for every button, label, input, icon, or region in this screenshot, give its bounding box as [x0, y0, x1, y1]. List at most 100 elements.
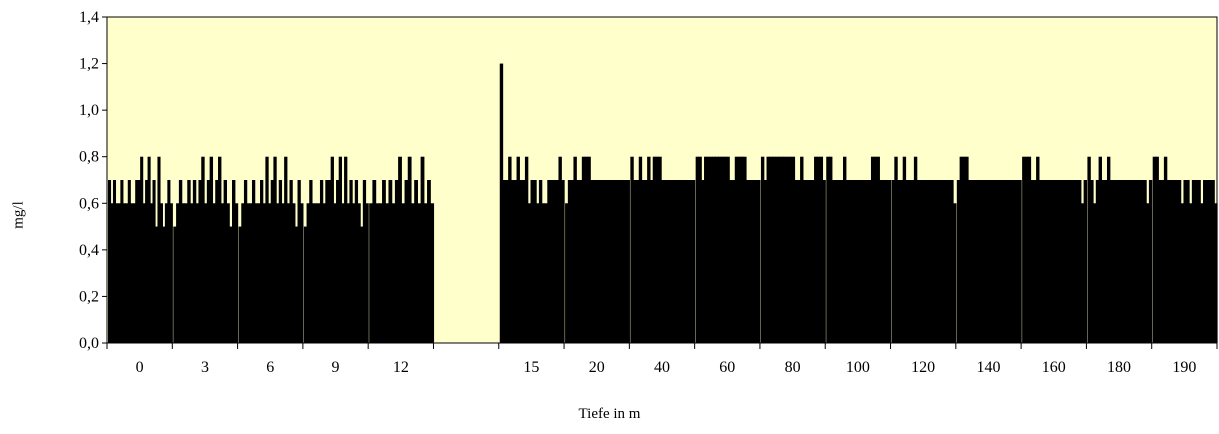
bar — [1093, 203, 1097, 343]
bar — [862, 180, 866, 343]
bar — [579, 180, 583, 343]
bar — [292, 203, 296, 343]
bar — [130, 203, 134, 343]
bar — [223, 180, 228, 343]
x-tick-label: 15 — [523, 359, 539, 376]
bar — [184, 203, 188, 343]
bar — [407, 156, 412, 343]
bar — [1098, 156, 1102, 343]
bar — [797, 180, 801, 343]
bar — [1137, 180, 1142, 343]
bar — [1211, 180, 1215, 343]
bar — [309, 180, 313, 343]
bar — [786, 156, 790, 343]
bar — [680, 180, 685, 343]
bar — [1022, 156, 1026, 343]
bar — [502, 180, 506, 343]
bar — [791, 156, 796, 343]
bar — [1064, 180, 1068, 343]
bar — [1197, 180, 1201, 343]
bar — [897, 180, 901, 343]
bar — [1095, 180, 1100, 343]
bar — [731, 180, 736, 343]
bar — [1041, 180, 1046, 343]
bar — [695, 156, 700, 343]
bar — [1191, 180, 1196, 343]
bar — [837, 180, 841, 343]
y-tick-label: 0,8 — [79, 149, 99, 166]
bar — [941, 180, 946, 343]
bar — [125, 203, 129, 343]
x-tick-label: 190 — [1172, 359, 1196, 376]
bar — [132, 203, 136, 343]
bar — [870, 156, 875, 343]
bar — [538, 180, 543, 343]
bar — [349, 180, 353, 343]
bar — [780, 156, 784, 343]
bar — [159, 203, 163, 343]
bar — [777, 156, 782, 343]
bar — [192, 180, 197, 343]
bar — [246, 203, 250, 343]
x-axis: 0 3 6 9 12 15 20 40 60 80 100 120 140 160 180 190 — [106, 342, 1218, 376]
bar — [587, 156, 591, 343]
bar — [1208, 180, 1213, 343]
bar — [140, 156, 144, 343]
bar — [552, 180, 557, 343]
x-tick-label: 12 — [393, 359, 409, 376]
bar — [187, 180, 191, 343]
bar — [273, 156, 277, 343]
bar — [1112, 180, 1116, 343]
bar — [800, 156, 804, 343]
bar — [294, 226, 299, 343]
bar — [322, 203, 326, 343]
bar — [541, 203, 546, 343]
bar — [663, 180, 668, 343]
bar — [822, 180, 826, 343]
bar — [1055, 180, 1060, 343]
x-tick-label: 140 — [976, 359, 1000, 376]
bar — [354, 180, 359, 343]
bar — [1118, 180, 1122, 343]
bar — [819, 156, 824, 343]
bar — [398, 156, 402, 343]
bar — [1158, 180, 1162, 343]
bar — [805, 180, 810, 343]
bar — [1172, 180, 1176, 343]
bar — [391, 203, 396, 343]
bar — [829, 156, 833, 343]
bar — [120, 180, 124, 343]
bar — [1027, 156, 1032, 343]
bar — [286, 203, 291, 343]
bar — [704, 156, 708, 343]
bar — [1050, 180, 1054, 343]
bar — [1129, 180, 1133, 343]
bar — [173, 226, 177, 343]
bar — [365, 203, 369, 343]
bar — [604, 180, 608, 343]
bar — [834, 180, 839, 343]
bar — [939, 180, 943, 343]
bar — [766, 156, 770, 343]
bar — [257, 203, 261, 343]
bar — [1083, 180, 1088, 343]
bar — [868, 180, 872, 343]
bar — [1132, 180, 1136, 343]
bar — [417, 203, 422, 343]
bar — [178, 180, 183, 343]
bar — [922, 180, 926, 343]
bar — [303, 226, 308, 343]
bar — [385, 203, 390, 343]
bar — [1004, 180, 1008, 343]
bar — [757, 180, 761, 343]
bar — [601, 180, 605, 343]
bar — [1143, 180, 1147, 343]
bar — [720, 156, 725, 343]
bar — [209, 156, 214, 343]
bar — [325, 180, 329, 343]
bar — [1175, 180, 1179, 343]
bar — [612, 180, 616, 343]
bar — [382, 180, 386, 343]
bar — [925, 180, 929, 343]
bar — [1177, 180, 1182, 343]
